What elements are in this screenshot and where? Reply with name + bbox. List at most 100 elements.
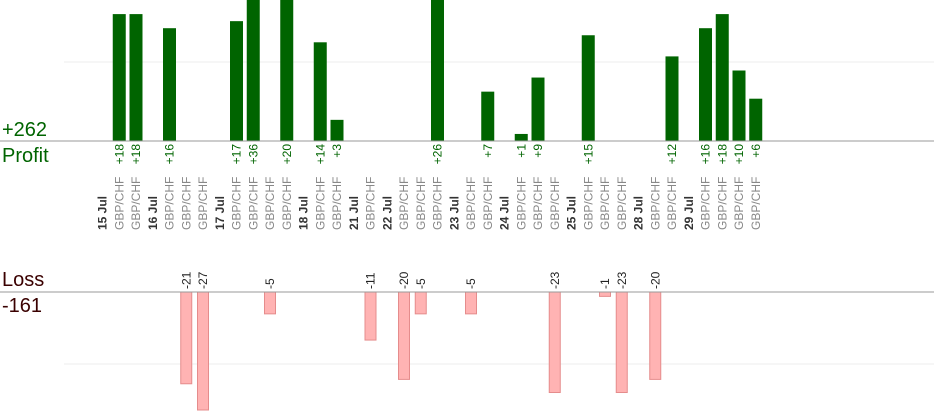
profit-value-label: +16	[163, 144, 177, 165]
profit-bar	[715, 14, 729, 142]
pair-label: GBP/CHF	[112, 177, 126, 230]
pair-label: GBP/CHF	[715, 177, 729, 230]
loss-bar	[649, 291, 662, 380]
profit-value-label: +9	[531, 144, 545, 158]
pair-label: GBP/CHF	[246, 177, 260, 230]
profit-bar	[129, 14, 143, 142]
profit-bar	[514, 133, 528, 141]
loss-value-label: -20	[397, 271, 411, 289]
pair-label: GBP/CHF	[163, 177, 177, 230]
loss-value-label: -21	[179, 271, 193, 289]
profit-bar	[313, 42, 327, 141]
profit-value-label: +7	[481, 144, 495, 158]
pair-label: GBP/CHF	[514, 177, 528, 230]
profit-bar	[330, 119, 344, 141]
profit-value-label: +20	[280, 144, 294, 165]
pair-label: GBP/CHF	[179, 177, 193, 230]
pair-label: GBP/CHF	[196, 177, 210, 230]
pair-label: GBP/CHF	[581, 177, 595, 230]
loss-value-label: -11	[364, 272, 378, 289]
profit-bar	[230, 21, 243, 141]
pair-label: GBP/CHF	[364, 177, 378, 230]
pair-label: GBP/CHF	[648, 177, 662, 230]
date-label: 21 Jul	[347, 196, 361, 230]
profit-bar	[481, 91, 495, 141]
profit-value-label: +18	[112, 144, 126, 165]
profit-bar	[665, 56, 679, 141]
date-label: 22 Jul	[380, 196, 394, 230]
pair-label: GBP/CHF	[598, 177, 612, 230]
profit-bar	[699, 28, 712, 142]
date-label: 23 Jul	[447, 196, 461, 230]
pair-label: GBP/CHF	[330, 177, 344, 230]
pair-label: GBP/CHF	[548, 177, 562, 230]
loss-value-label: -20	[648, 271, 662, 289]
loss-label: Loss	[2, 269, 45, 291]
date-label: 16 Jul	[146, 196, 160, 230]
profit-bar	[280, 0, 294, 141]
date-label: 29 Jul	[682, 196, 696, 230]
profit-value-label: +16	[699, 144, 713, 165]
profit-value-label: +3	[330, 144, 344, 158]
profit-bar	[581, 35, 595, 141]
loss-value-label: -5	[414, 278, 428, 289]
pair-label: GBP/CHF	[749, 177, 763, 230]
loss-value-label: -27	[196, 271, 210, 289]
profit-bar	[163, 28, 176, 142]
date-label: 17 Jul	[213, 196, 227, 230]
pair-label: GBP/CHF	[230, 177, 244, 230]
date-label: 25 Jul	[565, 196, 579, 230]
profit-value-label: +26	[431, 144, 445, 165]
loss-total: -161	[2, 295, 43, 317]
date-label: 18 Jul	[297, 196, 311, 230]
pair-label: GBP/CHF	[397, 177, 411, 230]
profit-bar	[531, 77, 545, 141]
pair-label: GBP/CHF	[431, 177, 445, 230]
profit-value-label: +1	[514, 144, 528, 158]
pair-label: GBP/CHF	[615, 177, 629, 230]
loss-value-label: -1	[598, 278, 612, 289]
loss-bar	[180, 291, 193, 385]
pair-label: GBP/CHF	[313, 177, 327, 230]
profit-bar	[112, 14, 126, 142]
date-label: 15 Jul	[96, 196, 110, 230]
pair-label: GBP/CHF	[665, 177, 679, 230]
profit-value-label: +10	[732, 144, 746, 165]
pair-label: GBP/CHF	[531, 177, 545, 230]
profit-bar	[431, 0, 444, 142]
loss-bar	[197, 291, 209, 411]
profit-value-label: +18	[715, 144, 729, 165]
date-label: 24 Jul	[498, 196, 512, 230]
profit-value-label: +18	[129, 144, 143, 165]
loss-bar	[414, 291, 427, 315]
profit-label: Profit	[2, 145, 49, 167]
profit-bar	[749, 98, 763, 141]
profit-value-label: +12	[665, 144, 679, 165]
loss-value-label: -5	[464, 278, 478, 289]
loss-value-label: -5	[263, 278, 277, 289]
date-label: 28 Jul	[632, 196, 646, 230]
pair-label: GBP/CHF	[280, 177, 294, 230]
profit-bar	[246, 0, 260, 141]
profit-value-label: +15	[581, 144, 595, 165]
loss-bar	[264, 291, 276, 315]
loss-bar	[599, 291, 611, 297]
profit-value-label: +36	[246, 144, 260, 165]
profit-bar	[732, 70, 746, 141]
profit-value-label: +6	[749, 144, 763, 158]
profit-total: +262	[2, 119, 48, 141]
pair-label: GBP/CHF	[481, 177, 495, 230]
pair-label: GBP/CHF	[129, 177, 143, 230]
pair-label: GBP/CHF	[263, 177, 277, 230]
loss-bar	[398, 291, 410, 380]
pair-label: GBP/CHF	[464, 177, 478, 230]
loss-bar	[615, 291, 628, 394]
profit-value-label: +17	[230, 144, 244, 165]
pair-label: GBP/CHF	[699, 177, 713, 230]
loss-bar	[465, 291, 477, 315]
loss-value-label: -23	[615, 271, 629, 289]
profit-value-label: +14	[313, 144, 327, 165]
pair-label: GBP/CHF	[732, 177, 746, 230]
loss-bar	[548, 291, 561, 394]
